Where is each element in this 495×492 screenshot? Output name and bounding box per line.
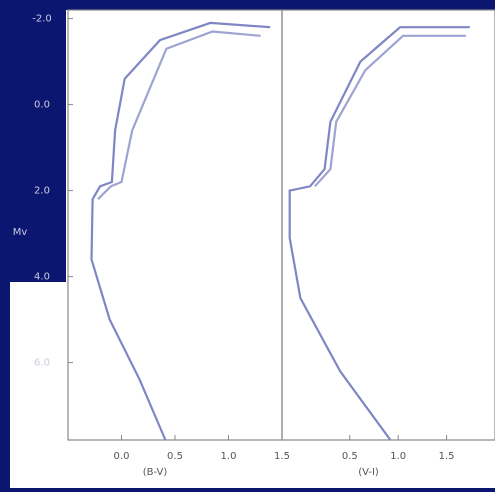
isochrone-line	[314, 34, 466, 188]
y-axis-label: Mv	[13, 227, 28, 238]
x-tick-label: 0.5	[167, 451, 183, 462]
y-tick-label: 0.0	[34, 100, 50, 111]
x-tick-label: 1.0	[390, 451, 406, 462]
isochrone-line	[288, 26, 470, 441]
banner	[0, 0, 66, 282]
y-tick-label: -2.0	[32, 14, 52, 25]
isochrone-line	[97, 30, 261, 200]
x-tick-label: 1.5	[274, 451, 290, 462]
x-tick-label: 1.0	[221, 451, 237, 462]
x-tick-label: 0.5	[342, 451, 358, 462]
plot-frame	[281, 9, 495, 441]
y-tick-label: 2.0	[34, 186, 50, 197]
x-tick-label: 0.0	[114, 451, 130, 462]
plot-background	[10, 10, 495, 488]
x-axis-label: (V-I)	[358, 467, 379, 478]
x-axis-label: (B-V)	[143, 467, 168, 478]
isochrone-line	[90, 21, 271, 441]
x-tick-label: 1.5	[439, 451, 455, 462]
y-tick-label: 4.0	[34, 272, 50, 283]
y-tick-label: 6.0	[34, 358, 50, 369]
